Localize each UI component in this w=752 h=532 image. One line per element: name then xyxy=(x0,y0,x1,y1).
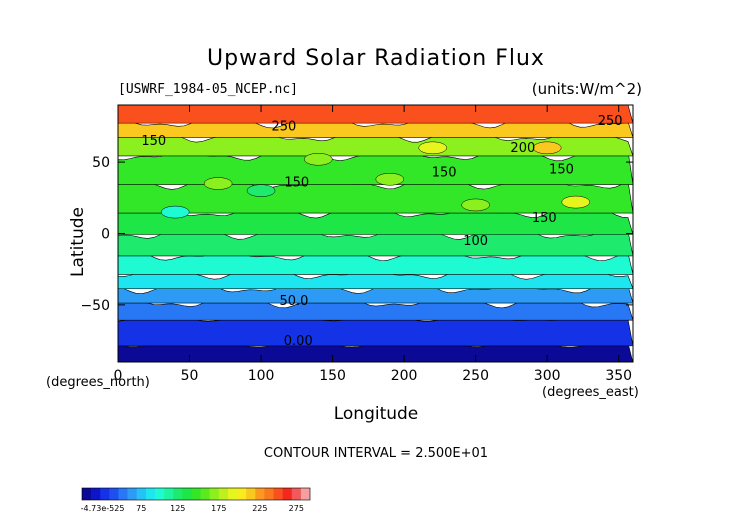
colorbar-swatch xyxy=(127,488,138,500)
x-tick-label: 50 xyxy=(181,368,199,384)
contour-label: 50.0 xyxy=(279,294,308,309)
heatmap-cell xyxy=(461,198,490,212)
contour-interval-label: CONTOUR INTERVAL = 2.500E+01 xyxy=(263,446,489,461)
x-tick-label: 150 xyxy=(319,368,346,384)
x-axis-label: Longitude xyxy=(333,404,419,424)
colorbar-swatch xyxy=(218,488,229,500)
heatmap-cell xyxy=(561,195,591,209)
x-tick-label: 350 xyxy=(605,368,632,384)
colorbar-swatch xyxy=(91,488,101,500)
contour-labels: 0.00 50.0 100 150 150 150 150 150 200 250 250 xyxy=(141,114,622,349)
y-tick-label: −50 xyxy=(80,298,110,314)
x-tick-label: 300 xyxy=(534,368,561,384)
contour-label: 100 xyxy=(463,234,488,249)
contour-label: 150 xyxy=(432,165,457,180)
contour-label: 250 xyxy=(272,120,297,135)
heatmap-cell xyxy=(304,153,333,166)
colorbar-swatch xyxy=(118,488,128,500)
heatmap-bands xyxy=(118,105,633,362)
x-units-north-label: (degrees_north) xyxy=(46,375,150,390)
y-tick-label: 0 xyxy=(101,227,110,243)
heatmap-cell xyxy=(203,177,233,190)
colorbar-swatch xyxy=(237,488,247,500)
x-tick-label: 0 xyxy=(114,368,123,384)
x-units-east-label: (degrees_east) xyxy=(542,385,639,400)
contour-label: 250 xyxy=(598,114,623,129)
colorbar-swatch xyxy=(246,488,256,500)
heatmap-cell xyxy=(246,184,276,197)
colorbar-swatch xyxy=(191,488,201,500)
contour-label: 150 xyxy=(549,163,574,178)
colorbar-swatch xyxy=(264,488,274,500)
contour-label: 150 xyxy=(141,134,166,149)
x-tick-label: 250 xyxy=(462,368,489,384)
heatmap-band xyxy=(118,316,633,347)
y-tick-label: 50 xyxy=(92,155,110,171)
colorbar-swatch xyxy=(145,488,156,500)
axes: 0 50 100 150 200 250 300 350 −50 0 50 xyxy=(80,105,633,384)
contour-label: 150 xyxy=(284,175,309,190)
colorbar-swatch xyxy=(82,488,92,500)
colorbar-swatch xyxy=(282,488,293,500)
colorbar-swatch xyxy=(273,488,283,500)
colorbar-swatch xyxy=(136,488,147,500)
colorbar-tick-label: 175 xyxy=(211,504,226,513)
colorbar-swatch xyxy=(100,488,110,500)
x-tick-label: 200 xyxy=(391,368,418,384)
colorbar-swatch xyxy=(164,488,174,500)
contour-label: 200 xyxy=(510,141,535,156)
contour-label: 150 xyxy=(532,211,557,226)
colorbar-tick-label: -4.73e-525 xyxy=(81,504,125,513)
colorbar-frame xyxy=(81,487,311,501)
heatmap-cell xyxy=(532,141,562,155)
chart-title: Upward Solar Radiation Flux xyxy=(207,46,545,71)
units-label: (units:W/m^2) xyxy=(531,80,642,98)
colorbar-swatch xyxy=(300,488,311,500)
colorbar-swatch xyxy=(154,488,165,500)
heatmap-cell xyxy=(160,205,190,219)
heatmap-cell xyxy=(375,172,405,186)
colorbar-swatch xyxy=(182,488,192,500)
colorbar-swatch xyxy=(200,488,210,500)
colorbar-swatch xyxy=(291,488,302,500)
colorbar-tick-label: 75 xyxy=(136,504,146,513)
colorbar-tick-label: 275 xyxy=(289,504,304,513)
contour-label: 0.00 xyxy=(284,334,313,349)
colorbar-swatch xyxy=(227,488,238,500)
colorbar-swatch xyxy=(109,488,119,500)
colorbar-tick-label: 125 xyxy=(170,504,185,513)
file-label: [USWRF_1984-05_NCEP.nc] xyxy=(118,82,299,97)
heatmap-cell xyxy=(418,141,447,155)
colorbar-swatch xyxy=(173,488,183,500)
x-tick-label: 100 xyxy=(248,368,275,384)
colorbar: -4.73e-525 75 125 175 225 275 xyxy=(81,487,311,513)
colorbar-swatch xyxy=(255,488,265,500)
colorbar-swatch xyxy=(209,488,220,500)
heatmap-band xyxy=(118,105,633,124)
colorbar-tick-label: 225 xyxy=(252,504,267,513)
